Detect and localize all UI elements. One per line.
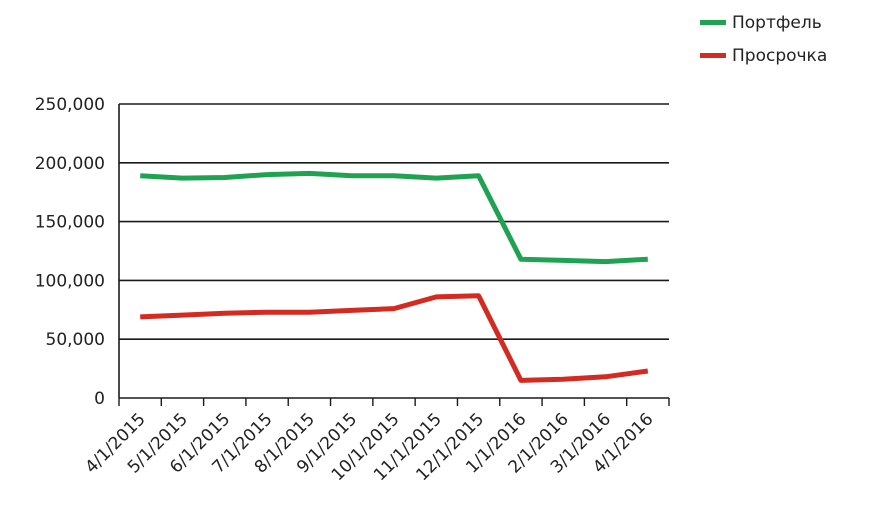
y-tick-label: 250,000 [35,95,105,115]
legend-swatch-overdue [700,53,726,58]
y-tick-label: 100,000 [35,271,105,291]
series-line-overdue [140,293,649,383]
series-lines [140,170,649,383]
legend-item-overdue: Просрочка [700,39,827,72]
series-line-portfolio [140,170,648,265]
legend-label-overdue: Просрочка [732,45,828,66]
axes [118,104,669,399]
legend-item-portfolio: Портфель [700,6,827,39]
y-tick-label: 200,000 [35,154,105,174]
gridlines [119,103,669,341]
x-axis-ticks: 4/1/20155/1/20156/1/20157/1/20158/1/2015… [82,398,670,485]
y-tick-label: 150,000 [35,213,105,233]
y-tick-label: 50,000 [46,330,105,350]
legend-swatch-portfolio [700,20,726,25]
y-tick-label: 0 [94,389,105,409]
y-axis-ticks: 0 50,000 100,000 150,000 200,000 250,000 [35,95,105,409]
legend: Портфель Просрочка [700,6,827,72]
legend-label-portfolio: Портфель [732,12,822,33]
